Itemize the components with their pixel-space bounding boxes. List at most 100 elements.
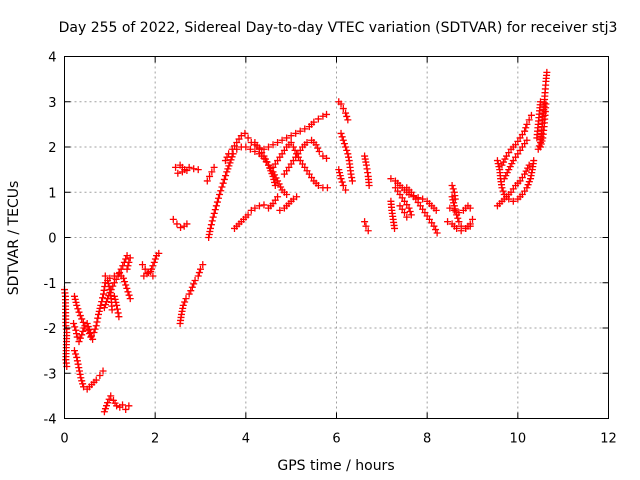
data-point	[348, 177, 356, 185]
data-point	[78, 315, 86, 323]
data-point	[92, 376, 100, 384]
data-point	[406, 207, 414, 215]
data-point	[107, 286, 115, 294]
data-point	[524, 181, 532, 189]
data-point	[78, 377, 86, 385]
data-point	[119, 401, 127, 409]
data-point	[498, 184, 506, 192]
data-point	[117, 265, 125, 273]
data-point	[190, 165, 198, 173]
data-point	[74, 360, 82, 368]
data-point	[141, 265, 149, 273]
data-point	[348, 174, 356, 182]
data-point	[283, 191, 291, 199]
data-point	[70, 319, 78, 327]
y-tick-label: -1	[44, 277, 57, 292]
data-point	[110, 272, 118, 280]
data-point	[197, 265, 204, 273]
y-tick-label: 4	[48, 51, 56, 66]
data-point	[96, 372, 104, 380]
data-point	[100, 408, 108, 416]
data-point	[339, 181, 347, 189]
data-point	[86, 329, 94, 337]
data-point	[84, 322, 92, 330]
data-point	[337, 100, 345, 108]
data-point	[453, 224, 461, 232]
data-point	[365, 181, 373, 189]
data-point	[97, 301, 105, 309]
data-point	[362, 222, 370, 230]
data-point	[101, 272, 109, 280]
data-point	[182, 295, 190, 303]
data-point	[72, 350, 80, 358]
x-tick-label: 8	[423, 432, 431, 447]
data-point	[323, 154, 331, 162]
data-point	[126, 254, 134, 262]
data-point	[469, 215, 476, 223]
data-point	[191, 276, 199, 284]
data-point	[537, 98, 544, 106]
data-point	[271, 181, 279, 189]
data-point	[122, 255, 130, 263]
data-point	[125, 291, 133, 299]
data-point	[296, 127, 304, 135]
data-point	[246, 145, 254, 153]
data-point	[104, 280, 112, 288]
data-point	[339, 105, 347, 113]
data-point	[208, 217, 216, 225]
data-point	[122, 405, 130, 413]
data-point	[274, 138, 282, 146]
data-point	[125, 258, 133, 266]
x-tick-label: 0	[60, 432, 68, 447]
y-tick-label: 1	[48, 186, 56, 201]
data-point	[451, 195, 459, 203]
data-point	[310, 118, 318, 126]
data-point	[124, 288, 132, 296]
data-point	[335, 166, 343, 174]
data-point	[454, 214, 462, 222]
data-point	[523, 120, 531, 128]
data-point	[269, 141, 277, 149]
data-point	[500, 175, 508, 183]
data-point	[76, 312, 84, 320]
y-tick-label: -2	[44, 322, 57, 337]
data-point	[220, 175, 228, 183]
data-point	[87, 332, 95, 340]
data-point	[181, 298, 189, 306]
data-point	[109, 282, 117, 290]
data-point	[277, 183, 285, 191]
data-point	[455, 218, 463, 226]
data-point	[174, 169, 182, 177]
data-point	[74, 305, 82, 313]
data-point	[207, 221, 215, 229]
data-point	[106, 274, 114, 282]
data-point	[450, 206, 458, 214]
data-point	[124, 262, 132, 270]
data-point	[509, 197, 517, 205]
data-point	[85, 326, 93, 334]
data-point	[149, 272, 157, 280]
data-point	[92, 322, 100, 330]
data-point	[543, 68, 551, 76]
data-point	[495, 163, 503, 171]
data-point	[432, 206, 440, 214]
data-point	[103, 298, 111, 306]
data-point	[270, 175, 278, 183]
data-point	[106, 289, 114, 297]
data-point	[188, 283, 196, 291]
data-point	[466, 220, 474, 228]
data-point	[339, 136, 347, 144]
data-point	[407, 211, 415, 219]
grid-lines	[64, 56, 609, 419]
data-point	[278, 136, 286, 144]
x-tick-label: 6	[332, 432, 340, 447]
data-point	[343, 112, 351, 120]
data-point	[319, 152, 327, 160]
data-point	[493, 157, 501, 165]
data-point	[292, 129, 300, 137]
data-point	[274, 177, 282, 185]
data-point	[255, 202, 263, 210]
data-point	[99, 294, 107, 302]
data-point	[80, 383, 88, 391]
data-point	[314, 181, 322, 189]
